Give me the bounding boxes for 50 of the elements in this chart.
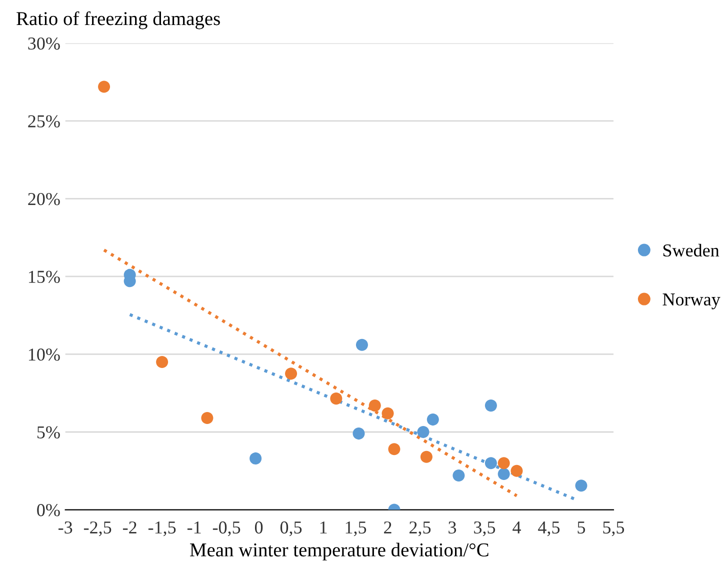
point bbox=[452, 470, 465, 482]
point bbox=[352, 428, 365, 440]
x-tick-label: 4,5 bbox=[538, 522, 560, 536]
point bbox=[498, 457, 510, 470]
x-tick-label: 5 bbox=[578, 522, 586, 534]
x-tick-label: 1,5 bbox=[346, 521, 366, 536]
point bbox=[201, 412, 214, 424]
legend-label: Sweden bbox=[663, 244, 720, 257]
x-tick-label: 0,5 bbox=[280, 521, 302, 536]
x-tick-label: 2,5 bbox=[410, 521, 431, 536]
point bbox=[382, 407, 394, 420]
y-tick-label: 5% bbox=[37, 426, 60, 438]
point bbox=[285, 368, 298, 380]
x-tick-label: 1 bbox=[320, 521, 327, 534]
y-tick-label: 10% bbox=[28, 348, 60, 361]
point bbox=[356, 338, 368, 351]
x-tick-label: -3 bbox=[58, 521, 72, 534]
point bbox=[417, 426, 430, 438]
x-tick-label: -2,5 bbox=[84, 521, 112, 536]
y-tick-label: 25% bbox=[28, 115, 60, 128]
x-tick-label: 2 bbox=[384, 521, 392, 534]
x-tick-label: -1 bbox=[187, 521, 201, 534]
y-axis-title: Ratio of freezing damages bbox=[16, 11, 220, 30]
point bbox=[484, 400, 497, 412]
y-tick-label: 0% bbox=[37, 504, 60, 516]
y-tick-label: 20% bbox=[28, 192, 60, 206]
point bbox=[484, 457, 497, 470]
x-tick-label: 0 bbox=[254, 521, 263, 534]
x-tick-label: 5,5 bbox=[603, 522, 624, 536]
point bbox=[156, 356, 168, 368]
point bbox=[388, 443, 400, 456]
x-tick-label: 4 bbox=[512, 522, 521, 534]
x-tick-label: -2 bbox=[122, 521, 136, 534]
point bbox=[250, 452, 262, 464]
point bbox=[426, 414, 439, 426]
point bbox=[420, 450, 432, 463]
x-tick-label: 3 bbox=[448, 521, 456, 534]
point bbox=[575, 480, 588, 492]
point bbox=[510, 464, 523, 477]
y-tick-label: 30% bbox=[28, 37, 60, 50]
point bbox=[330, 392, 342, 405]
point bbox=[368, 400, 381, 412]
y-tick-label: 15% bbox=[28, 270, 60, 283]
x-axis-title: Mean winter temperature deviation/°C bbox=[190, 542, 488, 560]
x-tick-label: -0,5 bbox=[212, 521, 240, 536]
x-tick-label: -1,5 bbox=[148, 521, 176, 536]
point bbox=[98, 80, 110, 93]
point bbox=[498, 468, 510, 480]
legend-label: Norway bbox=[662, 294, 720, 310]
x-tick-label: 3,5 bbox=[474, 521, 496, 536]
